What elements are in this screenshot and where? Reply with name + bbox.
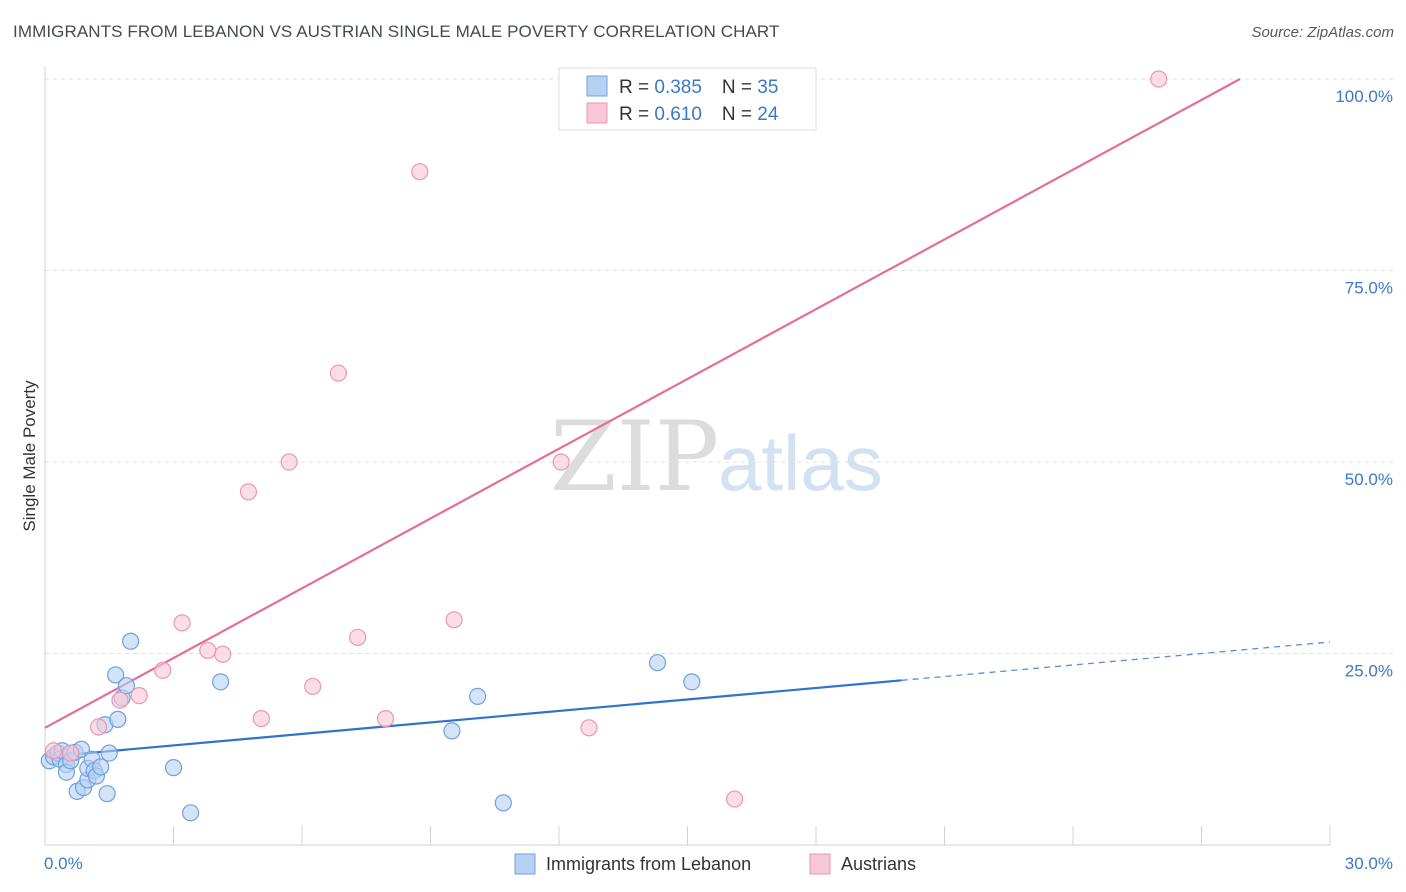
point-series-0 — [164, 759, 183, 777]
point-series-0 — [100, 744, 118, 762]
data-points — [40, 70, 1168, 822]
point-series-1 — [726, 790, 744, 808]
legend-r-label: R = — [619, 104, 654, 125]
series-legend-swatch-lebanon — [514, 853, 536, 875]
point-series-1 — [173, 614, 191, 632]
point-series-1 — [89, 718, 108, 736]
point-series-1 — [62, 744, 80, 762]
point-series-1 — [199, 641, 217, 660]
point-series-0 — [92, 758, 110, 776]
axes — [44, 67, 1331, 846]
legend-n-value: 35 — [757, 77, 778, 98]
trend-line-series-1 — [44, 78, 1241, 729]
point-series-1 — [580, 719, 598, 737]
series-legend: Immigrants from Lebanon Austrians — [514, 853, 916, 875]
point-series-0 — [182, 804, 200, 822]
point-series-1 — [552, 453, 570, 471]
legend-row-austrians: R = 0.610 N = 24 — [619, 104, 779, 125]
series-legend-swatch-austrians — [809, 853, 831, 875]
point-series-0 — [107, 666, 125, 684]
legend-r-value: 0.610 — [654, 104, 702, 125]
legend-n-value: 24 — [757, 104, 779, 125]
point-series-0 — [683, 673, 701, 691]
legend-swatch-lebanon — [586, 75, 608, 97]
point-series-0 — [443, 722, 461, 740]
x-tick-label-max: 30.0% — [1345, 854, 1393, 873]
watermark-atlas: atlas — [718, 419, 883, 507]
legend-n-label: N = — [722, 104, 757, 125]
point-series-1 — [154, 661, 172, 679]
y-tick-label: 25.0% — [1345, 662, 1393, 681]
y-tick-label: 75.0% — [1345, 279, 1393, 298]
point-series-1 — [304, 677, 322, 696]
point-series-0 — [469, 687, 487, 705]
point-series-0 — [494, 794, 512, 812]
x-tick-label-min: 0.0% — [44, 854, 83, 873]
point-series-1 — [239, 483, 258, 501]
point-series-1 — [376, 710, 395, 728]
y-axis-label: Single Male Poverty — [20, 380, 39, 532]
point-series-0 — [212, 673, 230, 691]
y-tick-labels: 25.0% 50.0% 75.0% 100.0% — [1335, 87, 1393, 681]
point-series-0 — [109, 710, 127, 728]
trend-line-series-0 — [44, 679, 902, 759]
series-legend-label-austrians: Austrians — [841, 854, 916, 874]
point-series-1 — [280, 453, 298, 471]
chart-title: IMMIGRANTS FROM LEBANON VS AUSTRIAN SING… — [13, 22, 780, 41]
point-series-0 — [648, 654, 667, 672]
legend-r-label: R = — [619, 77, 654, 98]
y-tick-label: 100.0% — [1335, 87, 1393, 106]
trend-lines — [44, 78, 1331, 759]
y-tick-label: 50.0% — [1345, 470, 1393, 489]
legend-r-value: 0.385 — [654, 77, 702, 98]
point-series-0 — [122, 632, 140, 650]
point-series-1 — [252, 710, 270, 728]
point-series-1 — [1150, 70, 1168, 88]
point-series-1 — [329, 364, 348, 382]
series-legend-label-lebanon: Immigrants from Lebanon — [546, 854, 751, 874]
legend-swatch-austrians — [586, 102, 608, 124]
point-series-1 — [130, 687, 148, 705]
correlation-legend: R = 0.385 N = 35 R = 0.610 N = 24 — [558, 67, 817, 131]
point-series-1 — [44, 742, 63, 760]
legend-n-label: N = — [722, 77, 757, 98]
point-series-0 — [98, 785, 116, 803]
point-series-1 — [411, 163, 429, 181]
point-series-1 — [349, 628, 367, 647]
watermark-zip: ZIP — [550, 401, 719, 513]
legend-row-lebanon: R = 0.385 N = 35 — [619, 77, 778, 98]
source-label: Source: ZipAtlas.com — [1251, 24, 1394, 41]
gridlines — [45, 78, 1393, 654]
point-series-0 — [117, 677, 135, 695]
point-series-1 — [214, 645, 232, 663]
trend-line-extension-series-0 — [901, 641, 1331, 681]
point-series-1 — [445, 611, 463, 629]
point-series-1 — [111, 691, 129, 709]
